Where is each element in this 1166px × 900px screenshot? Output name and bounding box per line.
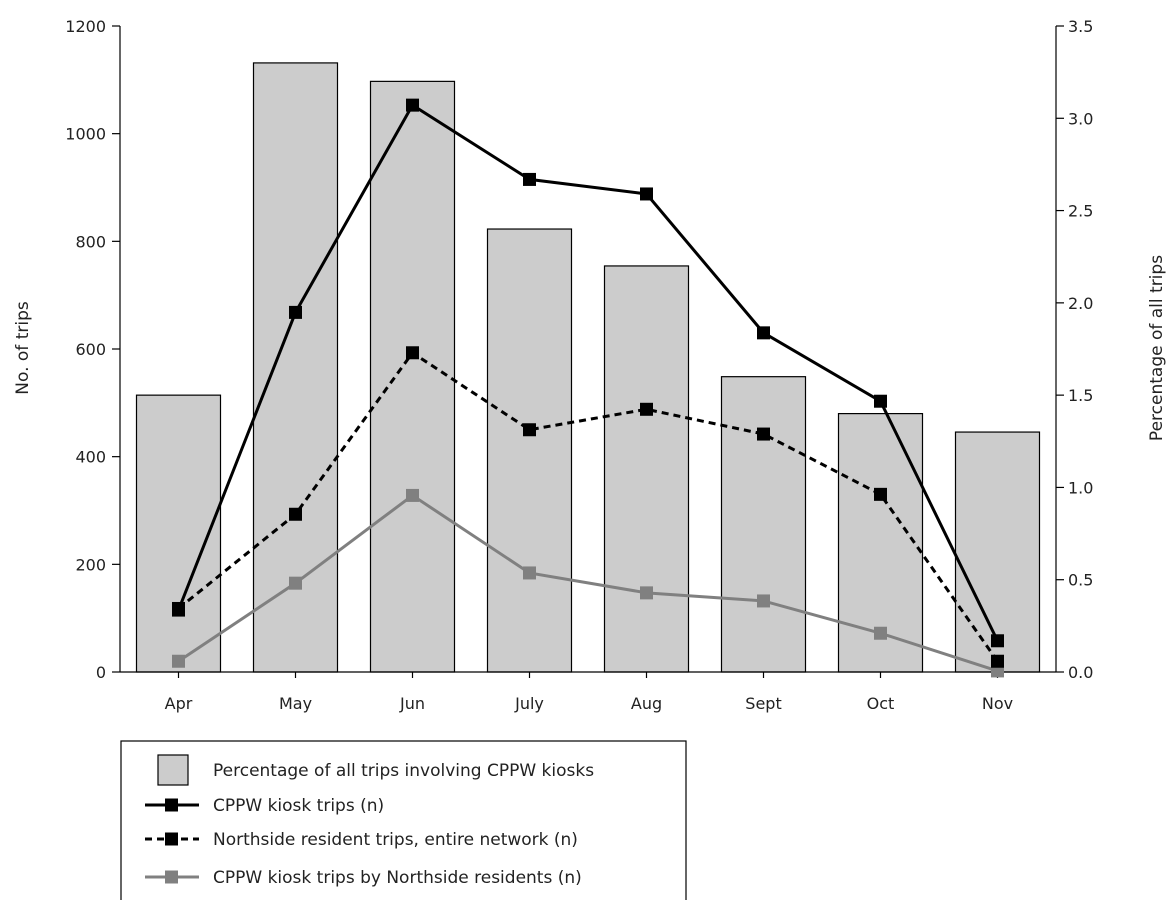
y-axis-title-right: Percentage of all trips [1147, 255, 1166, 441]
series-1-marker [874, 394, 887, 408]
legend-label-series-3: CPPW kiosk trips by Northside residents … [213, 868, 582, 888]
series-1-marker [406, 98, 419, 112]
y-tick-label-right: 2.5 [1068, 202, 1093, 221]
y-tick-label-right: 3.5 [1068, 17, 1093, 36]
legend: Percentage of all trips involving CPPW k… [120, 740, 687, 900]
series-line-3 [177, 493, 998, 673]
y-tick-label-left: 0 [96, 663, 106, 682]
series-line-1 [177, 103, 999, 642]
x-tick-label: Aug [631, 694, 662, 713]
x-tick-label: May [279, 694, 312, 713]
x-tick-label: Apr [165, 694, 193, 713]
series-1-marker [991, 634, 1004, 648]
lines-layer [172, 98, 1004, 678]
series-2-marker [406, 346, 419, 360]
y-axis-title-left: No. of trips [13, 301, 33, 395]
series-2-marker [523, 423, 536, 437]
y-tick-label-right: 3.0 [1068, 109, 1093, 128]
legend-box [120, 740, 687, 900]
bar-nov [954, 431, 1041, 673]
series-2-marker [874, 487, 887, 501]
series-2-marker [991, 654, 1004, 668]
y-tick-label-left: 1000 [65, 125, 106, 144]
bar-may [252, 62, 339, 673]
legend-swatch-marker-3 [165, 870, 178, 884]
series-3-marker [640, 586, 653, 600]
y-tick-label-left: 600 [75, 340, 106, 359]
legend-label-series-1: CPPW kiosk trips (n) [213, 796, 384, 816]
legend-label-bars: Percentage of all trips involving CPPW k… [213, 761, 594, 781]
series-1-marker [523, 172, 536, 186]
series-1-marker [289, 305, 302, 319]
bar-apr [135, 394, 222, 673]
y-tick-label-left: 200 [75, 555, 106, 574]
x-tick-label: July [514, 694, 544, 713]
x-tick-label: Oct [867, 694, 895, 713]
legend-label-series-2: Northside resident trips, entire network… [213, 830, 578, 850]
bar-july [486, 228, 573, 673]
series-2-marker [289, 507, 302, 521]
series-1-marker [172, 603, 185, 617]
y-tick-label-right: 0.0 [1068, 663, 1093, 682]
y-tick-label-right: 1.5 [1068, 386, 1093, 405]
series-1-marker [640, 187, 653, 201]
series-3-marker [757, 594, 770, 608]
series-2-marker [640, 402, 653, 416]
series-3-marker [289, 576, 302, 590]
series-1-marker [757, 326, 770, 340]
series-3-marker [406, 488, 419, 502]
bar-aug [603, 265, 690, 673]
legend-swatch-bars [157, 754, 189, 786]
axes-layer: 0 200 400 600 800 1000 1200 0.0 0.5 1.0 1.5 2.0 2.5 3… [65, 17, 1093, 713]
bars-layer [135, 62, 1041, 673]
legend-swatch-marker-2 [165, 832, 178, 846]
y-tick-label-right: 0.5 [1068, 571, 1093, 590]
series-2-marker [757, 427, 770, 441]
y-tick-label-left: 1200 [65, 17, 106, 36]
series-3-marker [874, 626, 887, 640]
series-3-marker [172, 654, 185, 668]
bar-sept [720, 376, 807, 673]
x-tick-label: Jun [399, 694, 425, 713]
y-tick-label-right: 1.0 [1068, 478, 1093, 497]
y-tick-label-right: 2.0 [1068, 294, 1093, 313]
y-tick-label-left: 400 [75, 448, 106, 467]
legend-swatch-marker-1 [165, 798, 178, 812]
x-tick-label: Sept [745, 694, 781, 713]
bar-jun [369, 80, 456, 673]
series-line-2 [177, 350, 999, 663]
series-3-marker [523, 566, 536, 580]
x-tick-label: Nov [982, 694, 1013, 713]
y-tick-label-left: 800 [75, 232, 106, 251]
